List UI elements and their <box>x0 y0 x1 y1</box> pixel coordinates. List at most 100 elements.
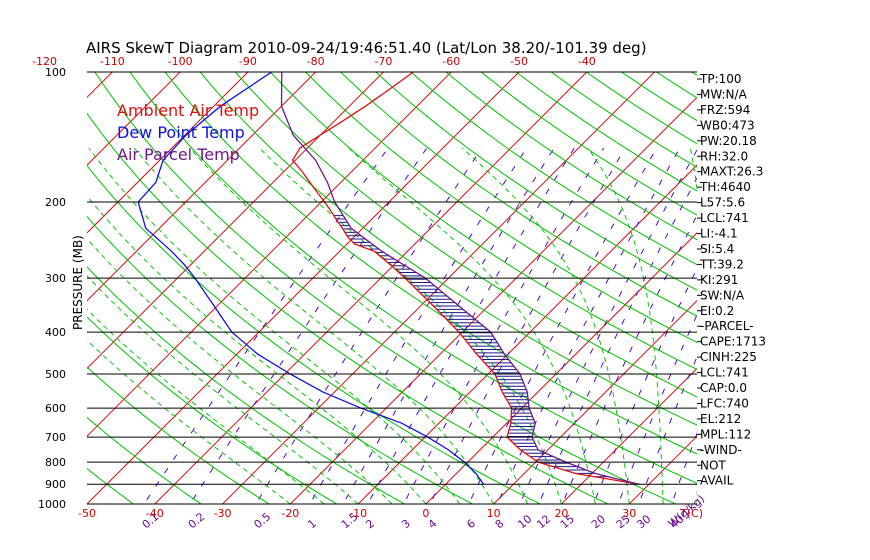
temp-tick-top: -60 <box>442 55 460 68</box>
temp-tick-bottom: 20 <box>554 507 568 520</box>
moist-adiabat-line <box>87 238 393 504</box>
index-item: CINH:225 <box>700 350 757 364</box>
temp-tick-top: -90 <box>239 55 257 68</box>
index-item: CAP:0.0 <box>700 381 747 395</box>
mixing-ratio-tick: 0.2 <box>186 510 208 531</box>
index-item: LI:-4.1 <box>700 227 738 241</box>
index-item: -WIND- <box>700 443 742 457</box>
mixing-ratio-line <box>367 147 575 504</box>
isobar-lines <box>87 71 697 505</box>
temp-tick-bottom: -50 <box>78 507 96 520</box>
index-item: WB0:473 <box>700 118 755 132</box>
mixing-ratio-line <box>496 147 681 504</box>
temp-tick-bottom: -20 <box>281 507 299 520</box>
isotherm-line <box>628 435 697 504</box>
mixing-ratio-tick: 3 <box>399 517 413 531</box>
pressure-tick-label: 200 <box>45 196 66 209</box>
moist-adiabat-line <box>88 147 461 504</box>
isotherm-line <box>87 72 520 504</box>
index-item: TP:100 <box>699 72 742 86</box>
index-item: MPL:112 <box>700 427 751 441</box>
series-line <box>137 72 485 485</box>
mixing-ratio-tick: 30 <box>634 512 653 531</box>
pressure-tick-label: 700 <box>45 431 66 444</box>
mixing-ratio-line <box>403 147 605 504</box>
isotherm-line <box>87 72 114 99</box>
moist-adiabat-lines <box>87 147 697 504</box>
dry-adiabat-line <box>374 72 697 291</box>
index-item: CAPE:1713 <box>700 335 766 349</box>
moist-adiabat-line <box>259 147 562 504</box>
index-item: EI:0.2 <box>700 304 734 318</box>
y-axis-label: PRESSURE (MB) <box>71 235 85 330</box>
index-item: EL:212 <box>700 412 741 426</box>
index-item: TT:39.2 <box>699 257 744 271</box>
pressure-tick-label: 600 <box>45 402 66 415</box>
mixing-ratio-tick: 20 <box>589 512 608 531</box>
moist-adiabat-line <box>587 147 664 504</box>
isotherm-line <box>492 299 697 504</box>
index-item: KI:291 <box>700 273 738 287</box>
isotherm-line <box>221 72 656 504</box>
index-item: MAXT:26.3 <box>700 165 763 179</box>
index-item: MW:N/A <box>700 87 748 101</box>
legend-entry: Dew Point Temp <box>117 123 245 142</box>
pressure-tick-label: 800 <box>45 456 66 469</box>
dry-adiabat-line <box>87 416 203 504</box>
index-item: -PARCEL- <box>700 319 754 333</box>
index-item: FRZ:594 <box>700 103 750 117</box>
dry-adiabat-line <box>269 72 697 371</box>
index-item: PW:20.18 <box>700 134 757 148</box>
mixing-ratio-tick: 10 <box>515 512 534 531</box>
mixing-ratio-line <box>143 147 389 504</box>
index-item: AVAIL <box>700 474 734 488</box>
index-item: LCL:741 <box>700 366 749 380</box>
dry-adiabat-line <box>87 266 406 504</box>
dry-adiabat-line <box>199 72 697 426</box>
moist-adiabat-line <box>461 147 630 504</box>
index-item: SI:5.4 <box>700 242 734 256</box>
mixing-ratio-line <box>342 147 555 504</box>
moist-adiabat-line <box>87 339 291 504</box>
isotherm-line <box>289 96 697 504</box>
isotherm-line <box>87 72 317 302</box>
temp-tick-bottom: 10 <box>487 507 501 520</box>
index-item: LCL:741 <box>700 211 749 225</box>
pressure-tick-label: 400 <box>45 326 66 339</box>
dry-adiabat-line <box>87 164 542 504</box>
dry-adiabat-line <box>339 72 697 317</box>
dry-adiabat-line <box>234 72 697 398</box>
temp-tick-bottom: 0 <box>422 507 429 520</box>
mixing-ratio-tick: 4 <box>426 517 440 531</box>
temp-tick-top: -70 <box>374 55 392 68</box>
legend: Ambient Air Temp Dew Point Temp Air Parcel… <box>117 101 259 164</box>
index-item: LFC:740 <box>700 396 749 410</box>
moist-adiabat-line <box>87 308 325 504</box>
dry-adiabat-line <box>690 72 697 76</box>
moist-adiabat-line <box>87 195 427 504</box>
legend-entry: Ambient Air Temp <box>117 101 259 120</box>
dry-adiabat-line <box>87 112 610 504</box>
dry-adiabat-line <box>87 366 270 504</box>
dry-adiabat-line <box>164 72 697 455</box>
dry-adiabat-line <box>87 467 135 504</box>
temp-tick-bottom: 30 <box>622 507 636 520</box>
chart-title: AIRS SkewT Diagram 2010-09-24/19:46:51.4… <box>86 39 647 57</box>
isotherm-line <box>87 72 249 234</box>
temp-tick-top: -120 <box>32 55 57 68</box>
dry-adiabat-line <box>129 72 697 484</box>
dry-adiabat-line <box>410 72 697 266</box>
isotherm-line <box>756 52 870 513</box>
pressure-tick-labels: 100 200 300 400 500 600 700 800 900 1000 <box>38 66 66 511</box>
pressure-tick-label: 300 <box>45 272 66 285</box>
pressure-tick-label: 1000 <box>38 498 66 511</box>
temp-tick-top: -110 <box>100 55 125 68</box>
isotherm-line <box>87 72 181 166</box>
mixing-ratio-tick: 8 <box>493 517 507 531</box>
index-item: NOT <box>700 458 726 472</box>
temp-tick-top: -80 <box>307 55 325 68</box>
x-axis-label: T(C) <box>679 507 703 520</box>
index-item: L57:5.6 <box>700 196 745 210</box>
mixing-ratio-tick: 1 <box>305 517 319 531</box>
